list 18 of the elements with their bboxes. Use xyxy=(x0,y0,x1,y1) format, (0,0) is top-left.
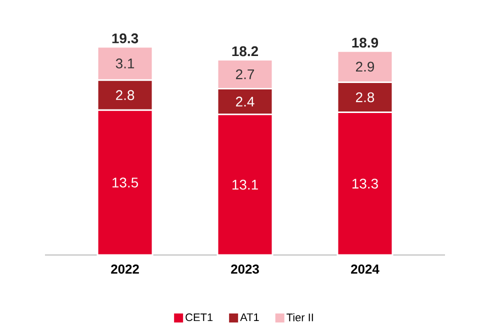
data-label: 2.4 xyxy=(236,96,254,106)
total-label: 18.9 xyxy=(352,38,378,48)
x-tick-label: 2023 xyxy=(231,264,259,274)
legend-label: Tier II xyxy=(286,313,313,322)
data-label: 13.1 xyxy=(232,180,258,190)
legend-label: AT1 xyxy=(240,313,259,321)
x-tick-label: 2024 xyxy=(351,264,380,274)
legend-label: CET1 xyxy=(186,313,213,322)
x-tick-label: 2022 xyxy=(111,264,139,274)
data-label: 13.3 xyxy=(352,178,378,189)
total-label: 18.2 xyxy=(232,46,258,56)
data-label: 2.9 xyxy=(356,62,374,72)
data-label: 2.8 xyxy=(356,92,374,102)
data-label: 13.5 xyxy=(112,178,138,188)
data-label: 2.8 xyxy=(116,90,134,100)
data-label: 3.1 xyxy=(116,58,134,68)
data-label: 2.7 xyxy=(236,69,254,80)
total-label: 19.3 xyxy=(112,33,138,44)
